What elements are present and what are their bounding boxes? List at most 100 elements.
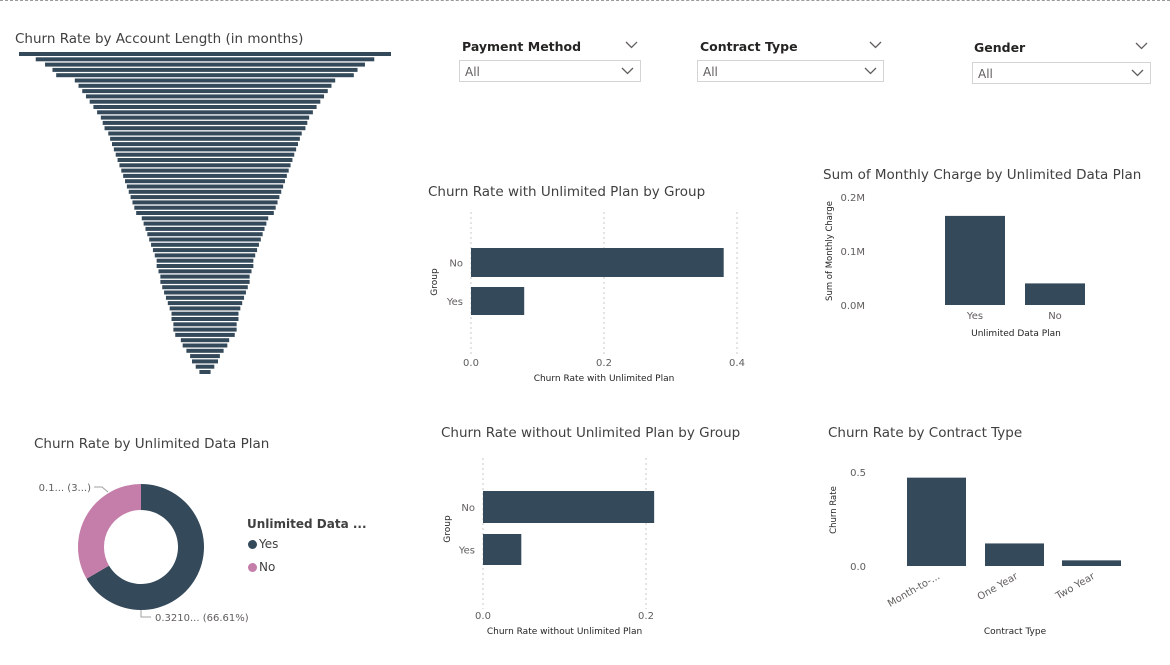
funnel-bar[interactable] bbox=[167, 301, 243, 306]
chevron-down-icon[interactable] bbox=[869, 41, 882, 49]
funnel-bar[interactable] bbox=[115, 152, 295, 157]
data-label: 0.3210... (66.61%) bbox=[155, 613, 249, 624]
slicer-dropdown[interactable]: All bbox=[697, 60, 884, 82]
bar[interactable] bbox=[1062, 560, 1121, 566]
bar[interactable] bbox=[907, 477, 966, 566]
funnel-bar[interactable] bbox=[141, 216, 269, 221]
funnel-bar[interactable] bbox=[130, 195, 280, 200]
funnel-bar[interactable] bbox=[156, 264, 254, 268]
funnel-bar[interactable] bbox=[156, 258, 254, 263]
chart-title: Churn Rate by Contract Type bbox=[828, 425, 1023, 441]
chevron-down-icon bbox=[621, 67, 634, 75]
funnel-bar[interactable] bbox=[132, 200, 278, 205]
x-axis-title: Churn Rate with Unlimited Plan bbox=[534, 374, 675, 384]
funnel-bar[interactable] bbox=[74, 78, 336, 83]
funnel-bar[interactable] bbox=[117, 158, 293, 162]
chevron-down-icon[interactable] bbox=[1135, 42, 1148, 50]
funnel-bar[interactable] bbox=[165, 295, 245, 300]
bar[interactable] bbox=[471, 248, 724, 277]
funnel-bar[interactable] bbox=[164, 290, 246, 295]
funnel-bar[interactable] bbox=[35, 57, 375, 62]
funnel-bar[interactable] bbox=[160, 274, 250, 279]
y-axis-title: Churn Rate bbox=[829, 486, 839, 534]
slicer-dropdown[interactable]: All bbox=[459, 60, 641, 82]
funnel-bar[interactable] bbox=[97, 110, 313, 115]
funnel-bar[interactable] bbox=[45, 62, 365, 67]
funnel-bar[interactable] bbox=[82, 89, 328, 94]
y-axis-title: Group bbox=[430, 268, 440, 296]
funnel-bar[interactable] bbox=[110, 136, 300, 141]
funnel-bar[interactable] bbox=[93, 105, 317, 109]
funnel-bar[interactable] bbox=[173, 322, 237, 327]
funnel-bar[interactable] bbox=[147, 232, 263, 237]
bar[interactable] bbox=[471, 287, 525, 315]
funnel-bar[interactable] bbox=[173, 327, 237, 332]
funnel-bar[interactable] bbox=[145, 226, 265, 231]
x-tick-label: Two Year bbox=[1053, 571, 1097, 603]
chevron-down-icon[interactable] bbox=[625, 41, 638, 49]
funnel-bar[interactable] bbox=[190, 354, 220, 359]
funnel-bar[interactable] bbox=[125, 179, 285, 184]
funnel-bar[interactable] bbox=[152, 248, 258, 253]
funnel-bar[interactable] bbox=[154, 253, 256, 258]
dropdown-value: All bbox=[465, 65, 480, 79]
funnel-bar[interactable] bbox=[128, 189, 282, 194]
y-tick-label: 0.0 bbox=[850, 562, 866, 573]
funnel-bar[interactable] bbox=[108, 131, 302, 136]
funnel-bar[interactable] bbox=[104, 126, 306, 131]
funnel-bar[interactable] bbox=[102, 120, 308, 125]
funnel-bar[interactable] bbox=[162, 285, 248, 290]
funnel-bar[interactable] bbox=[123, 173, 287, 178]
funnel-bar[interactable] bbox=[171, 311, 239, 316]
funnel-bar[interactable] bbox=[149, 237, 261, 242]
bar[interactable] bbox=[1025, 283, 1085, 305]
legend-dot bbox=[248, 563, 257, 572]
funnel-bar[interactable] bbox=[121, 168, 289, 173]
funnel-bar[interactable] bbox=[19, 52, 391, 56]
funnel-bar[interactable] bbox=[89, 99, 321, 104]
x-axis-title: Unlimited Data Plan bbox=[971, 329, 1061, 339]
funnel-bar[interactable] bbox=[85, 94, 325, 99]
y-tick-label: 0.0M bbox=[840, 301, 865, 312]
donut-slice[interactable] bbox=[78, 484, 141, 579]
funnel-bar[interactable] bbox=[180, 338, 230, 343]
x-tick-label: 0.4 bbox=[729, 358, 745, 369]
bar[interactable] bbox=[483, 534, 522, 565]
slicer-gender[interactable]: Gender All bbox=[968, 37, 1158, 89]
legend-item-no[interactable]: No bbox=[248, 560, 275, 574]
funnel-bar[interactable] bbox=[191, 359, 219, 364]
funnel-bar[interactable] bbox=[171, 317, 239, 321]
funnel-bar[interactable] bbox=[126, 184, 284, 189]
funnel-bar[interactable] bbox=[134, 205, 276, 210]
funnel-bar[interactable] bbox=[186, 348, 224, 353]
funnel-bar[interactable] bbox=[182, 343, 228, 348]
y-tick-label: 0.5 bbox=[850, 468, 866, 479]
slicer-dropdown[interactable]: All bbox=[972, 62, 1151, 84]
funnel-bar[interactable] bbox=[158, 269, 252, 274]
slicer-contract-type[interactable]: Contract Type All bbox=[693, 36, 888, 88]
funnel-chart[interactable] bbox=[0, 0, 400, 400]
funnel-bar[interactable] bbox=[136, 211, 274, 215]
funnel-bar[interactable] bbox=[143, 221, 267, 226]
funnel-bar[interactable] bbox=[52, 67, 358, 72]
bar[interactable] bbox=[945, 215, 1005, 305]
funnel-bar[interactable] bbox=[195, 364, 215, 369]
funnel-bar[interactable] bbox=[199, 370, 211, 374]
funnel-bar[interactable] bbox=[56, 73, 354, 78]
funnel-bar[interactable] bbox=[113, 147, 297, 152]
legend-item-yes[interactable]: Yes bbox=[248, 537, 278, 551]
funnel-bar[interactable] bbox=[100, 115, 310, 120]
funnel-bar[interactable] bbox=[169, 306, 241, 311]
funnel-bar[interactable] bbox=[151, 242, 259, 247]
legend-label: No bbox=[259, 560, 276, 574]
bar[interactable] bbox=[985, 543, 1044, 566]
funnel-bar[interactable] bbox=[78, 83, 332, 88]
funnel-bar[interactable] bbox=[112, 142, 298, 147]
funnel-bar[interactable] bbox=[175, 332, 235, 337]
funnel-bar[interactable] bbox=[119, 163, 291, 168]
bar[interactable] bbox=[483, 491, 655, 523]
slicer-payment-method[interactable]: Payment Method All bbox=[455, 36, 645, 88]
funnel-bar[interactable] bbox=[160, 279, 250, 284]
donut-slice[interactable] bbox=[86, 484, 205, 610]
